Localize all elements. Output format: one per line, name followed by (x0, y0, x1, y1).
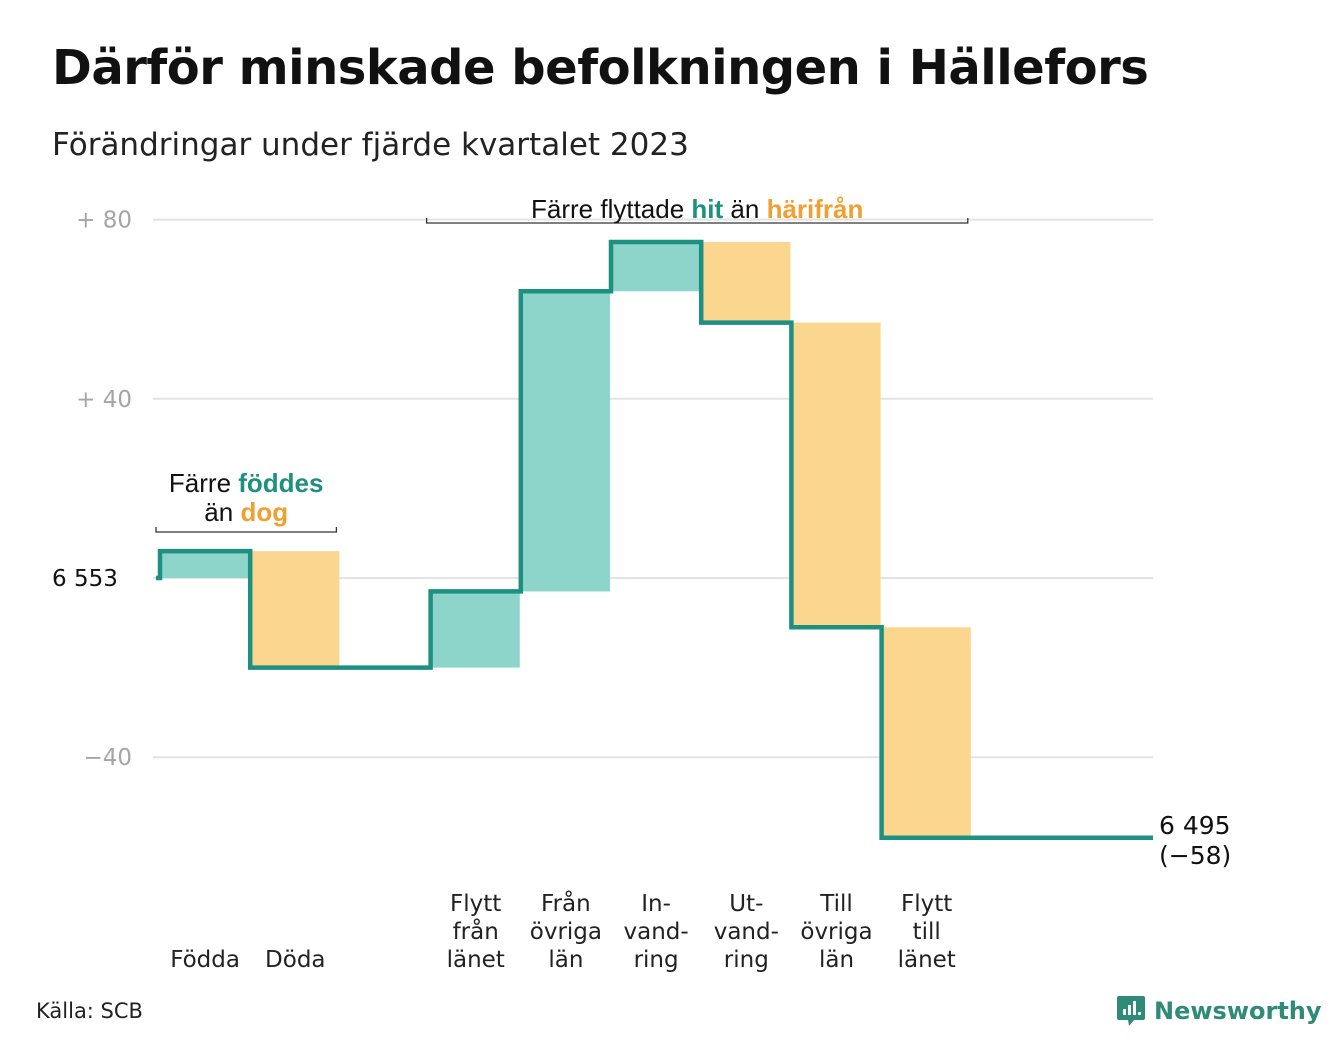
annotation-text: Färre föddes (169, 468, 324, 498)
waterfall-bar (521, 291, 610, 592)
category-label: övriga (530, 919, 602, 945)
category-label: ring (724, 947, 769, 973)
annotation-run: hit (691, 194, 723, 224)
category-label: Flytt (450, 891, 501, 917)
category-label: övriga (800, 919, 872, 945)
category-label: till (913, 919, 941, 945)
category-label: län (548, 947, 583, 973)
y-tick-label: + 80 (76, 208, 132, 234)
y-tick-label: −40 (83, 745, 132, 771)
category-label: vand- (714, 919, 779, 945)
category-label: ring (634, 947, 679, 973)
start-value-label: 6 553 (52, 566, 118, 592)
category-label: Från (541, 889, 591, 917)
source-note: Källa: SCB (36, 999, 143, 1023)
cumulative-line-layer (156, 239, 1153, 841)
category-label: Födda (170, 947, 240, 973)
annotation-run: än (204, 497, 240, 527)
end-change-label: (−58) (1159, 841, 1231, 870)
bar-layer (161, 242, 971, 838)
chart-title: Därför minskade befolkningen i Hällefors (52, 40, 1149, 96)
annotation-run: Färre (169, 468, 238, 498)
annotation-run: föddes (238, 468, 323, 498)
annotation-run: dog (240, 497, 288, 527)
category-label: Till (819, 891, 853, 917)
category-label: län (819, 947, 854, 973)
annotation-run: härifrån (767, 194, 864, 224)
annotation-bracket (425, 218, 969, 224)
end-value-label: 6 495 (1159, 811, 1231, 840)
waterfall-bar (702, 242, 791, 323)
waterfall-bar (882, 627, 971, 838)
category-label: länet (447, 947, 505, 973)
brand-logo[interactable]: Newsworthy (1116, 994, 1322, 1028)
waterfall-bar (431, 591, 520, 668)
cumulative-step-line (156, 239, 1153, 841)
annotation-text: Färre flyttade hit än härifrån (531, 194, 863, 224)
y-tick-label: + 40 (76, 387, 132, 413)
waterfall-bar (251, 551, 340, 668)
waterfall-bar (161, 551, 250, 578)
category-label: Ut- (729, 891, 763, 917)
category-label: från (453, 917, 499, 945)
annotation-run: Färre flyttade (531, 194, 691, 224)
category-label: Flytt (901, 891, 952, 917)
category-label: länet (898, 947, 956, 973)
category-label: Döda (265, 947, 325, 973)
waterfall-bar (792, 322, 881, 628)
brand-name: Newsworthy (1154, 997, 1322, 1025)
grid-layer (153, 218, 1153, 759)
annotation-run: än (723, 194, 766, 224)
waterfall-bar (612, 242, 701, 292)
category-label: vand- (624, 919, 689, 945)
chart-subtitle: Förändringar under fjärde kvartalet 2023 (52, 127, 689, 163)
annotation-bracket (155, 527, 338, 533)
category-label: In- (641, 891, 671, 917)
newsworthy-icon (1117, 996, 1145, 1026)
annotation-text: än dog (204, 497, 288, 527)
